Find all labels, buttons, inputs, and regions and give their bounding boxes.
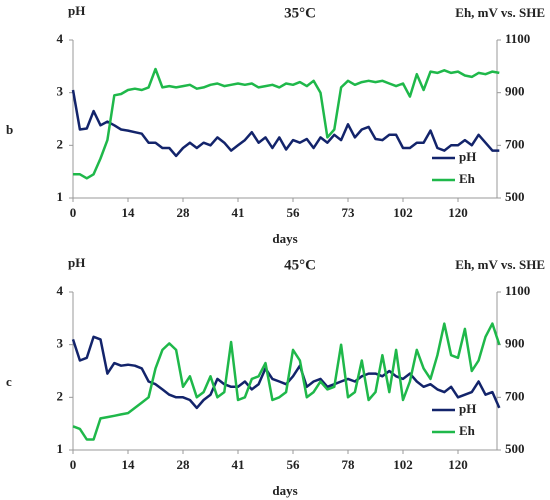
x-tick-label: 14 (122, 205, 136, 220)
x-tick-label: 0 (70, 457, 77, 472)
x-tick-label: 120 (448, 457, 468, 472)
x-axis-label: days (272, 483, 297, 498)
y-tick-label: 1 (57, 189, 64, 204)
y2-axis-label: Eh, mV vs. SHE (455, 257, 545, 272)
x-tick-label: 120 (448, 205, 468, 220)
x-tick-label: 56 (287, 457, 301, 472)
y2-tick-label: 900 (505, 84, 525, 99)
y2-tick-label: 500 (505, 189, 525, 204)
x-axis-label: days (272, 231, 297, 246)
series-line (71, 335, 501, 410)
y2-axis-label: Eh, mV vs. SHE (455, 5, 545, 20)
y-tick-label: 2 (57, 388, 64, 403)
x-tick-label: 102 (393, 457, 413, 472)
y2-tick-label: 700 (505, 136, 525, 151)
panel-label: c (6, 374, 12, 389)
y-tick-label: 3 (57, 84, 64, 99)
chart-title: 35°C (284, 5, 316, 21)
x-tick-label: 78 (342, 457, 356, 472)
x-tick-label: 0 (70, 205, 77, 220)
legend-label: Eh (459, 423, 476, 438)
panel-label: b (6, 122, 13, 137)
x-tick-label: 28 (177, 457, 191, 472)
y2-tick-label: 1100 (505, 31, 530, 46)
x-tick-label: 73 (342, 205, 356, 220)
y2-tick-label: 1100 (505, 283, 530, 298)
x-tick-label: 41 (232, 457, 245, 472)
y-tick-label: 3 (57, 336, 64, 351)
series-line (71, 89, 500, 158)
y-axis-label: pH (68, 255, 85, 270)
legend-label: pH (459, 401, 476, 416)
chart-title: 45°C (284, 257, 316, 273)
y2-tick-label: 700 (505, 388, 525, 403)
x-tick-label: 56 (287, 205, 301, 220)
legend-label: pH (459, 149, 476, 164)
legend-label: Eh (459, 171, 476, 186)
series-line (73, 67, 500, 180)
y-tick-label: 1 (57, 441, 64, 456)
y2-tick-label: 900 (505, 336, 525, 351)
y-axis-label: pH (68, 3, 85, 18)
y2-tick-label: 500 (505, 441, 525, 456)
y-tick-label: 2 (57, 136, 64, 151)
x-tick-label: 102 (393, 205, 413, 220)
y-tick-label: 4 (57, 283, 64, 298)
x-tick-label: 28 (177, 205, 191, 220)
x-tick-label: 14 (122, 457, 136, 472)
y-tick-label: 4 (57, 31, 64, 46)
series-line (72, 322, 501, 441)
x-tick-label: 41 (232, 205, 245, 220)
